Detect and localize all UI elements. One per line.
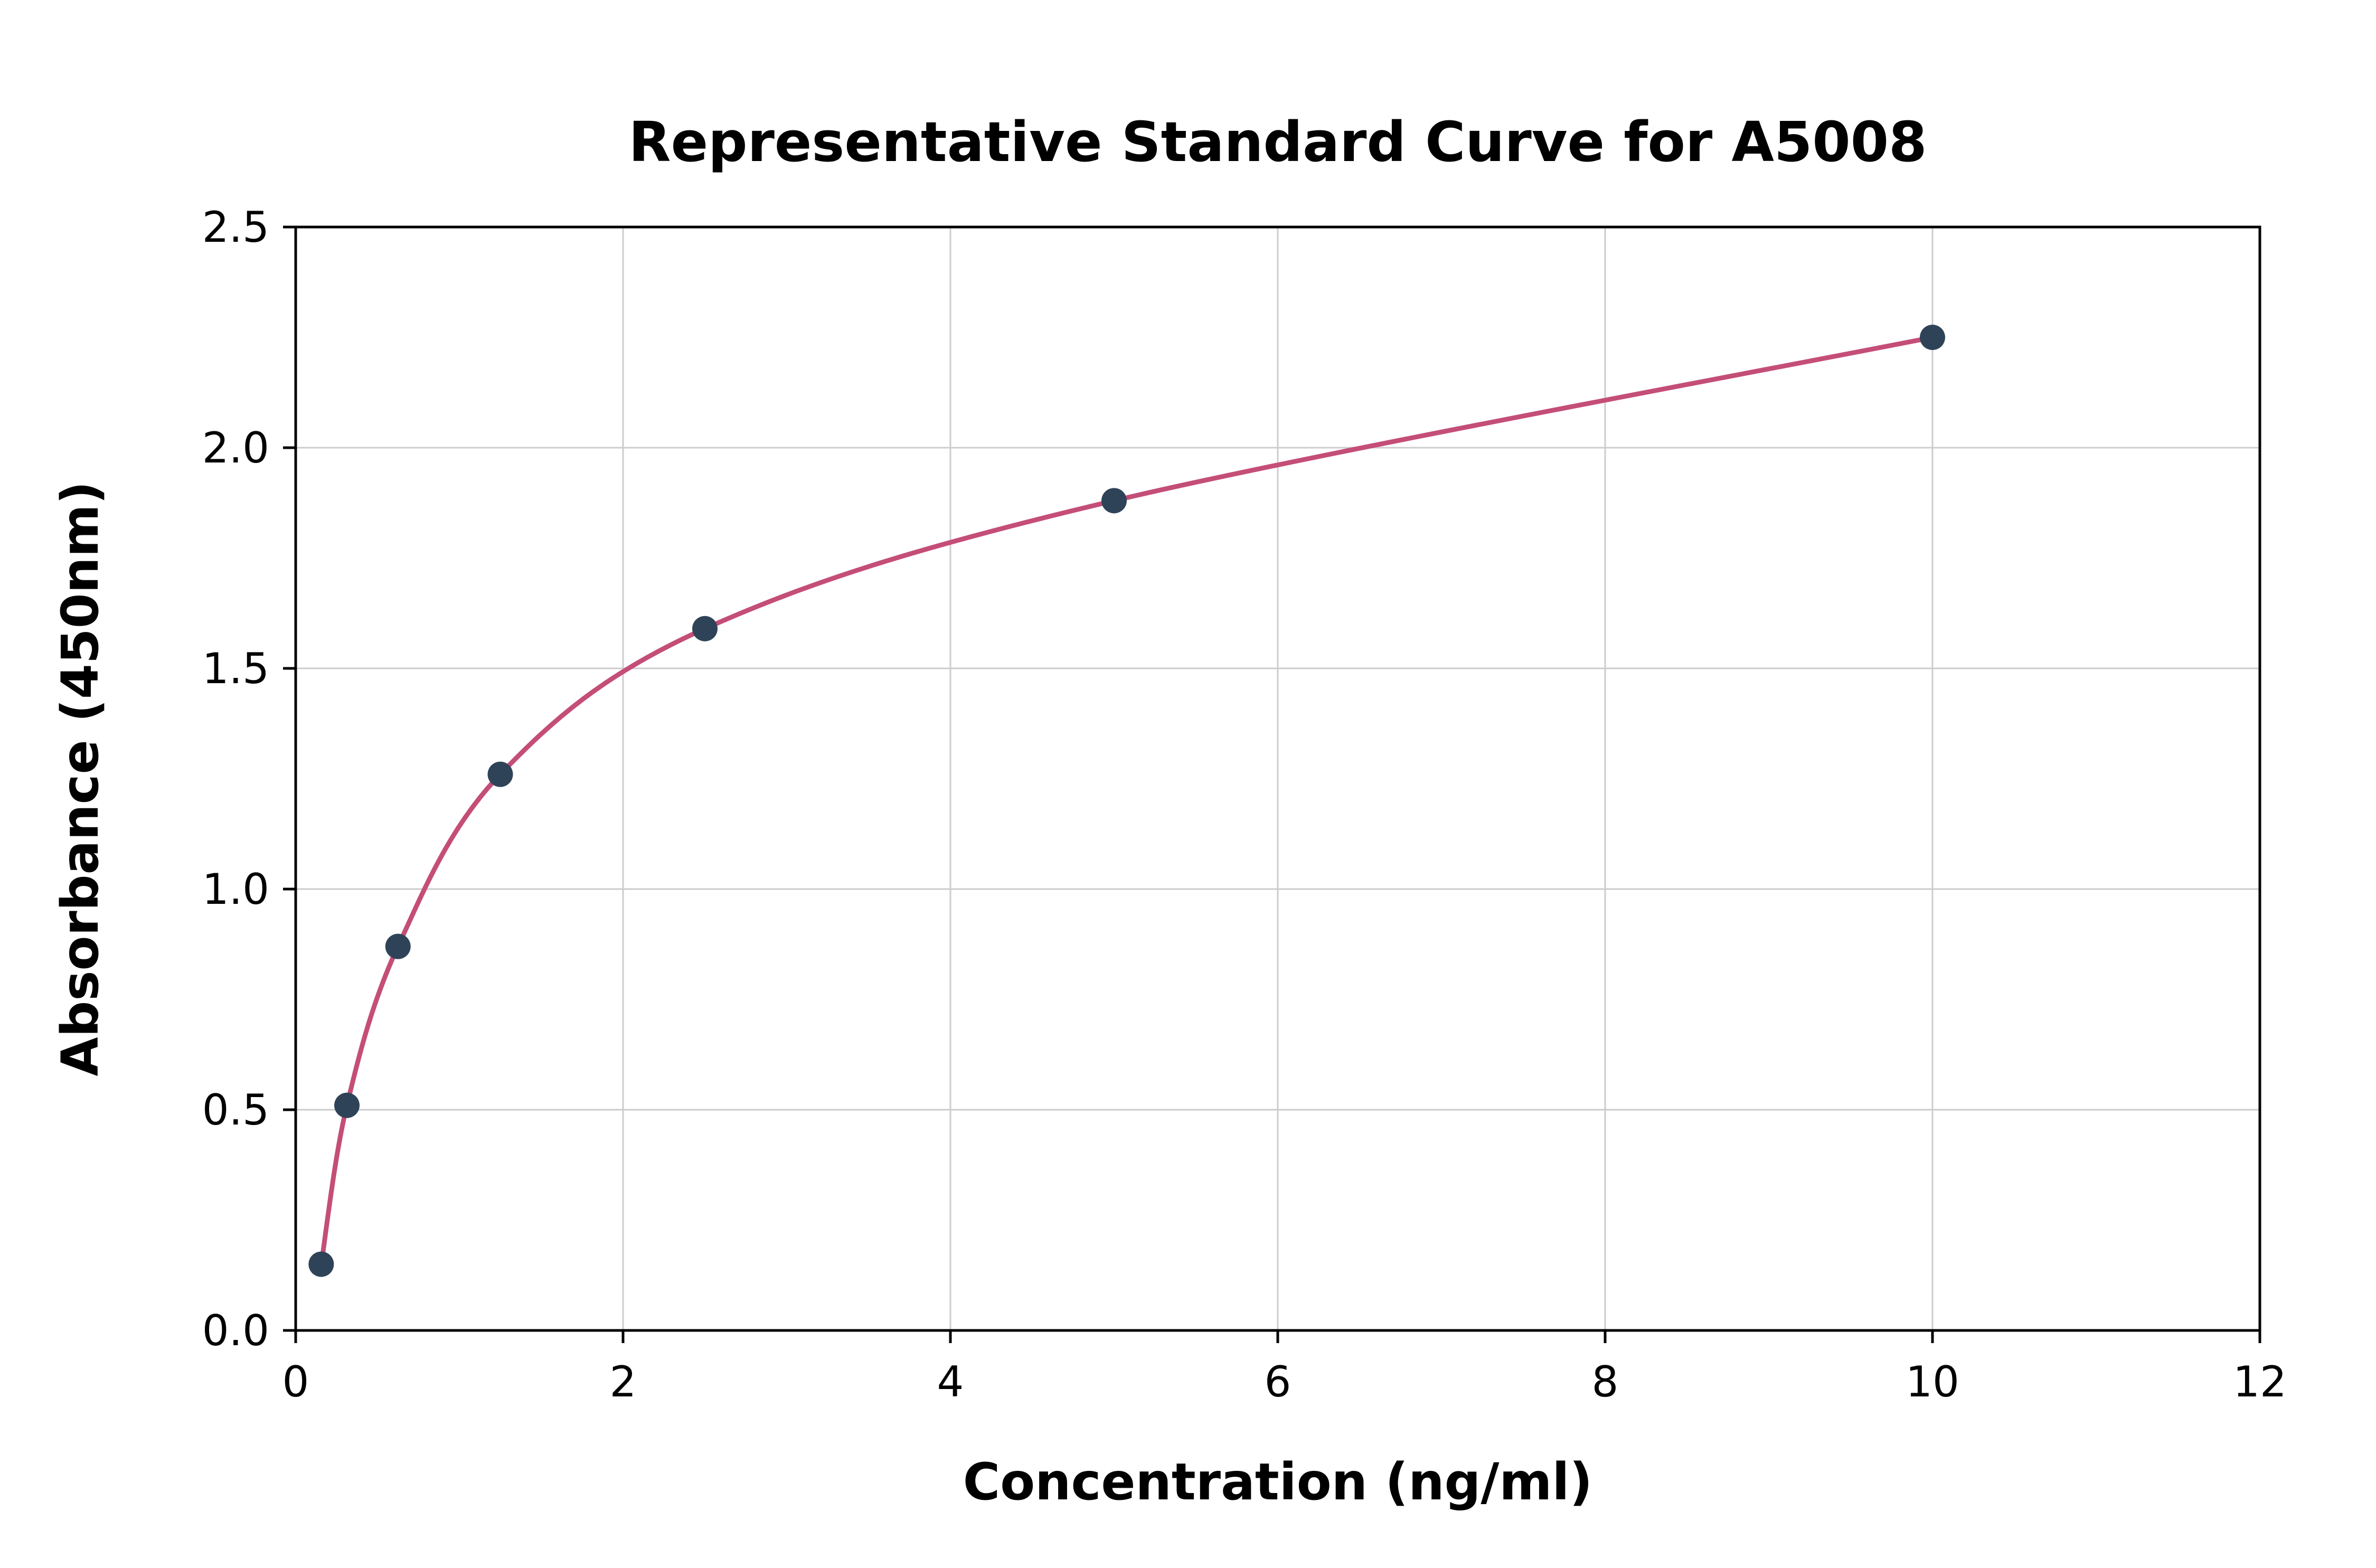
data-point (1101, 488, 1127, 514)
x-tick-label: 6 (1265, 1357, 1291, 1406)
data-point (692, 616, 718, 641)
data-point (334, 1092, 360, 1118)
y-axis-label: Absorbance (450nm) (51, 481, 110, 1076)
plot-area: 0 2 4 6 8 10 12 0.0 0.5 1.0 1.5 2.0 2.5 (202, 203, 2287, 1406)
chart-title: Representative Standard Curve for A5008 (629, 110, 1927, 174)
x-tick-label: 12 (2233, 1357, 2287, 1406)
y-tick-label: 2.5 (202, 203, 269, 252)
data-point (308, 1251, 334, 1277)
y-tick-label: 1.0 (202, 865, 269, 914)
data-point (487, 761, 513, 787)
x-axis-label: Concentration (ng/ml) (963, 1452, 1592, 1512)
y-tick-label: 1.5 (202, 644, 269, 693)
x-tick-label: 0 (282, 1357, 309, 1406)
x-tick-label: 8 (1592, 1357, 1619, 1406)
y-tick-label: 0.0 (202, 1306, 269, 1355)
x-tick-label: 10 (1906, 1357, 1959, 1406)
y-tick-label: 2.0 (202, 423, 269, 473)
fit-curve (318, 335, 1935, 1267)
y-tick-label: 0.5 (202, 1085, 269, 1135)
data-point (1920, 325, 1945, 350)
x-tick-label: 4 (937, 1357, 964, 1406)
data-point (385, 933, 411, 959)
x-tick-label: 2 (610, 1357, 637, 1406)
